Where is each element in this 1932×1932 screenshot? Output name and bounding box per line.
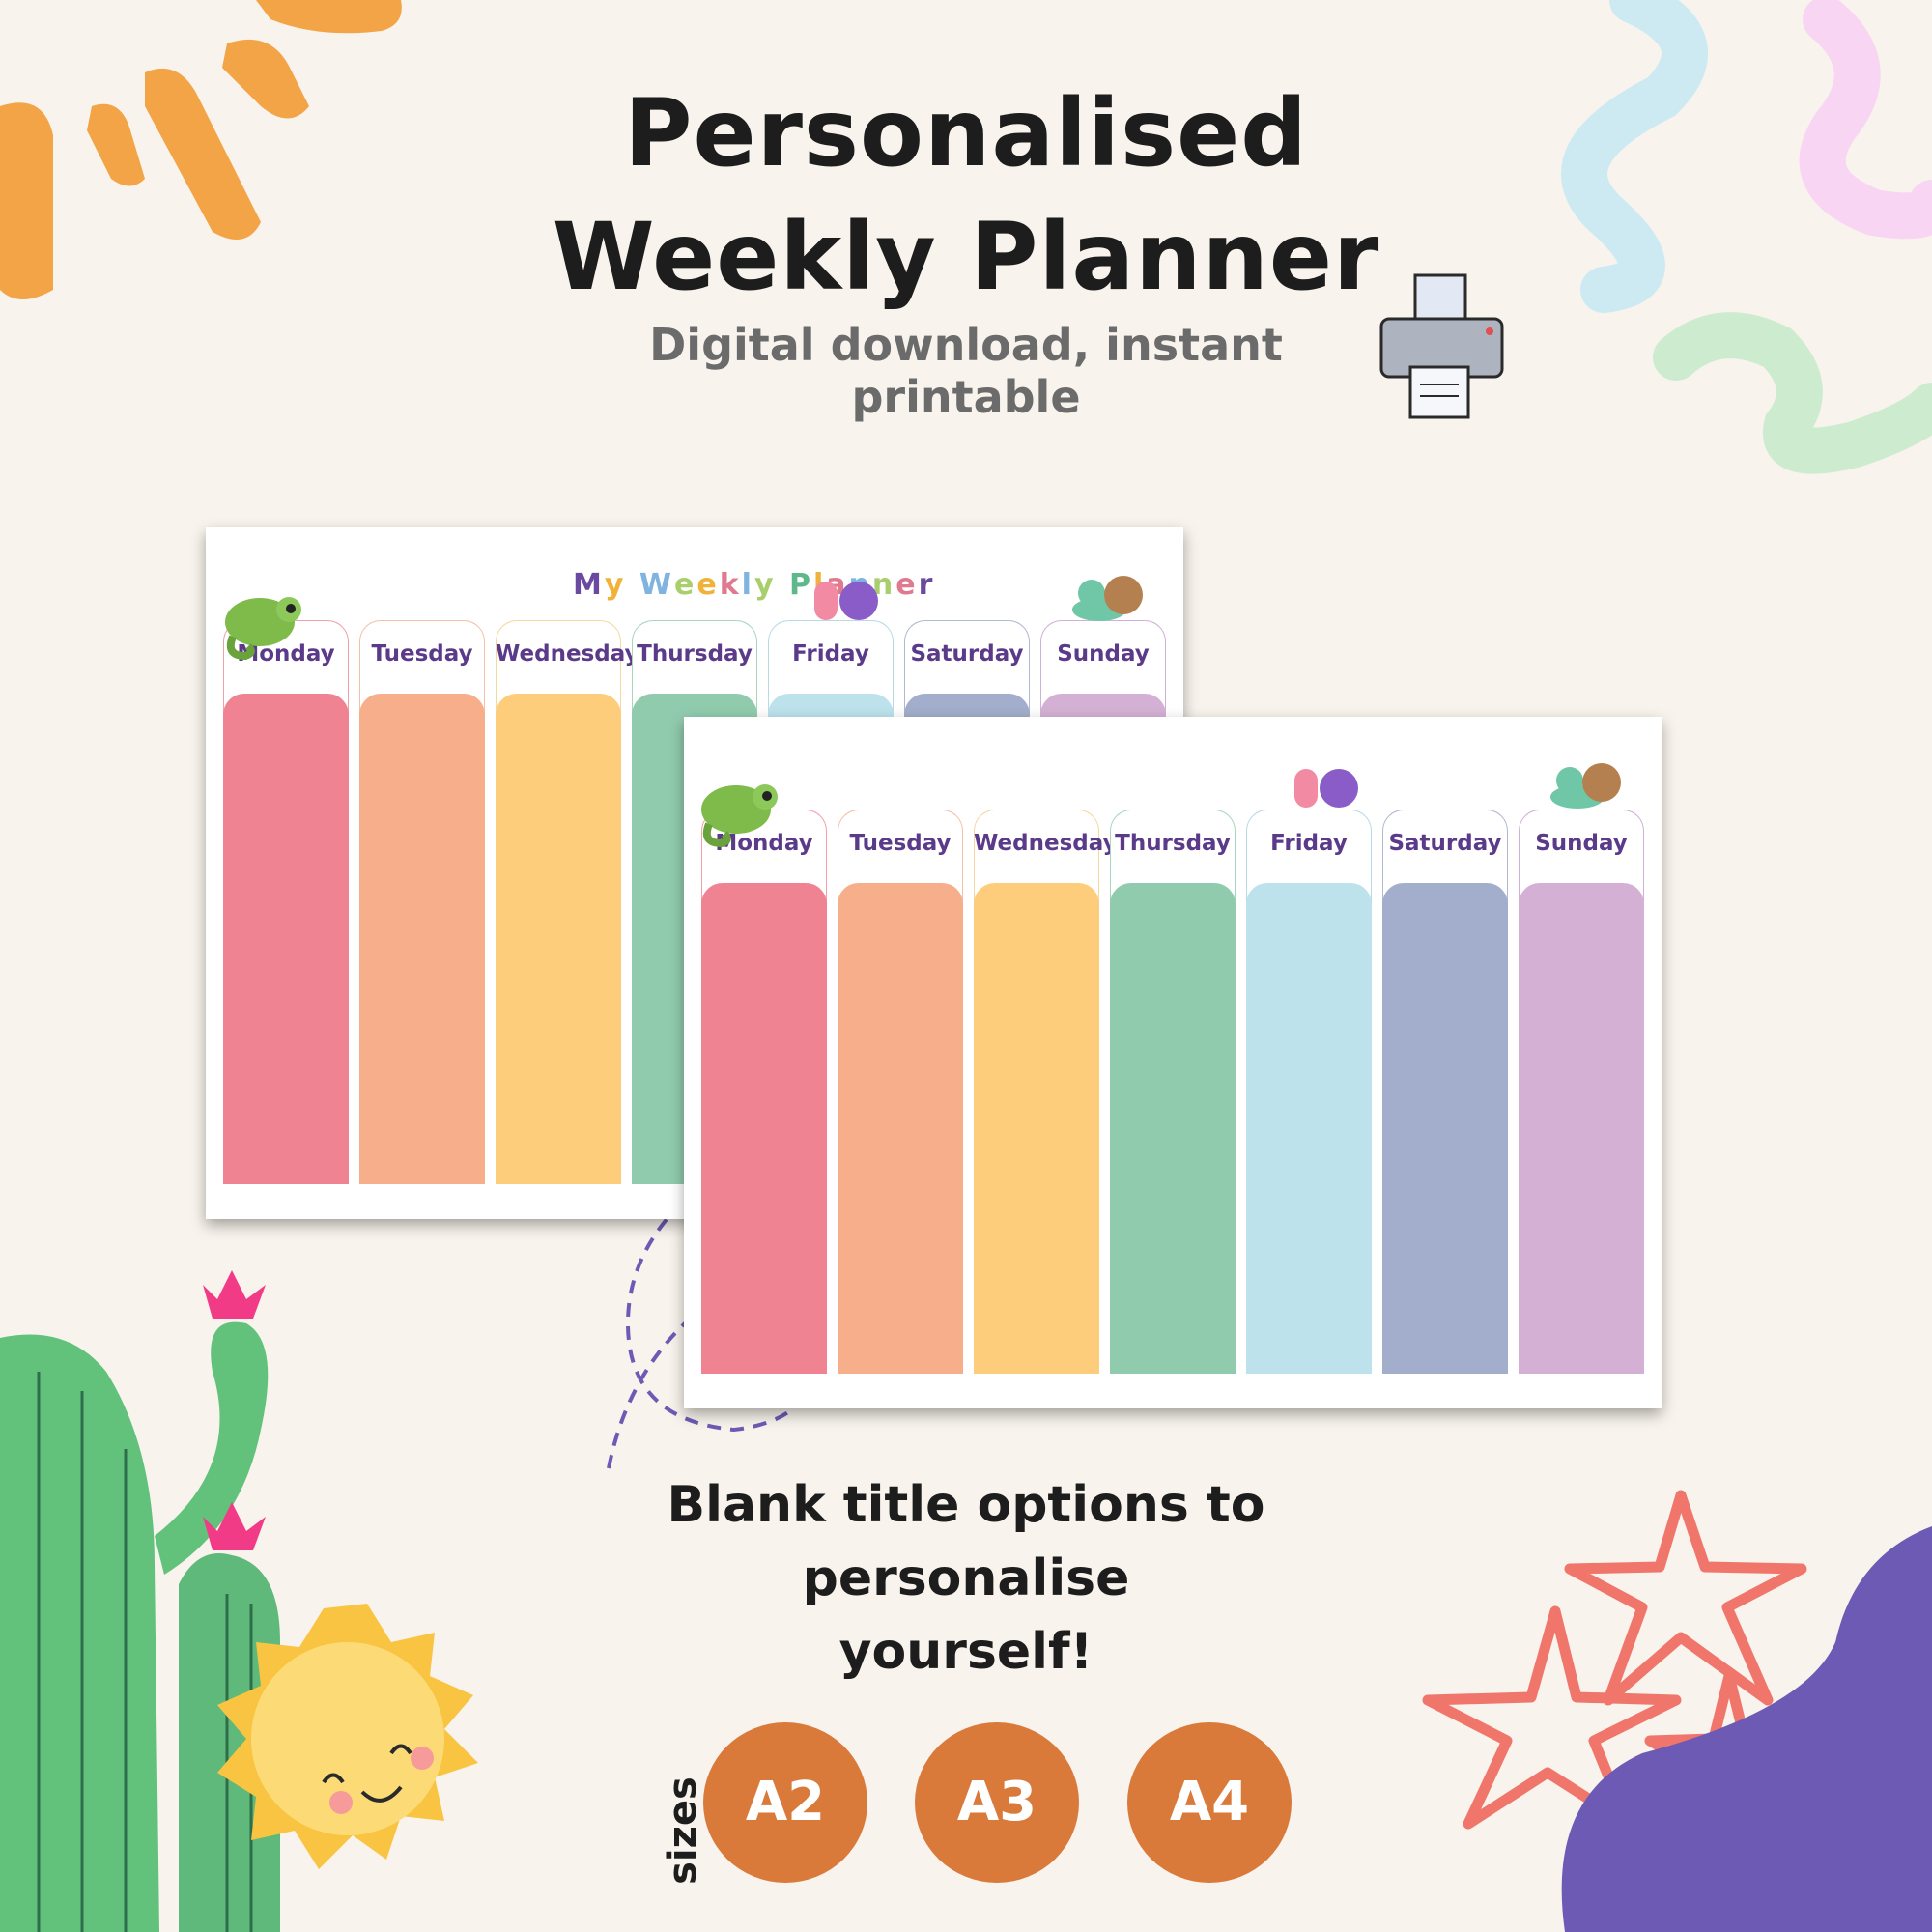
day-label: Thursday bbox=[1115, 831, 1231, 856]
planner-title-letter: n bbox=[871, 568, 895, 602]
planner-title-letter: e bbox=[673, 568, 696, 602]
caption-line2: yourself! bbox=[838, 1623, 1094, 1681]
sun-rays-decoration bbox=[0, 0, 402, 299]
page-title-line2: Weekly Planner bbox=[552, 203, 1380, 311]
size-badge-a4: A4 bbox=[1127, 1722, 1292, 1883]
day-label: Sunday bbox=[1535, 831, 1628, 856]
planner-title: My Weekly Planner bbox=[573, 568, 935, 602]
blue-squiggle-decoration bbox=[1561, 0, 1708, 313]
planner-preview-front: monodesignprintables MondayTuesdayWednes… bbox=[684, 717, 1662, 1408]
day-label: Tuesday bbox=[849, 831, 952, 856]
size-badge-a2: A2 bbox=[703, 1722, 867, 1883]
day-fill-area bbox=[359, 694, 485, 1184]
day-fill-area bbox=[1382, 883, 1508, 1374]
cactus-decoration bbox=[0, 1270, 280, 1932]
planner-title-letter: y bbox=[753, 568, 775, 602]
day-label: Wednesday bbox=[496, 641, 639, 667]
day-fill-area bbox=[1519, 883, 1644, 1374]
planner-title-letter: y bbox=[604, 568, 625, 602]
day-fill-area bbox=[1246, 883, 1372, 1374]
day-label: Sunday bbox=[1057, 641, 1150, 667]
chameleon-icon bbox=[225, 597, 301, 661]
planner-title-letter bbox=[777, 568, 787, 602]
planner-title-letter: M bbox=[573, 568, 603, 602]
day-label: Tuesday bbox=[371, 641, 473, 667]
planner-title-letter: P bbox=[788, 568, 811, 602]
day-label: Friday bbox=[792, 641, 869, 667]
planner-title-letter: e bbox=[696, 568, 718, 602]
caption-line1: Blank title options to personalise bbox=[667, 1476, 1265, 1607]
planner-title-letter: r bbox=[918, 568, 934, 602]
caption: Blank title options to personalise yours… bbox=[522, 1468, 1410, 1689]
day-label: Saturday bbox=[910, 641, 1024, 667]
pink-squiggle-decoration bbox=[1799, 0, 1932, 240]
pink-snail-icon bbox=[814, 582, 878, 620]
day-fill-area bbox=[701, 883, 827, 1374]
day-fill-area bbox=[496, 694, 621, 1184]
page-subtitle: Digital download, instant printable bbox=[649, 319, 1283, 423]
day-label: Saturday bbox=[1388, 831, 1502, 856]
day-fill-area bbox=[223, 694, 349, 1184]
day-label: Thursday bbox=[637, 641, 753, 667]
green-squiggle-decoration bbox=[1653, 312, 1932, 474]
day-fill-area bbox=[838, 883, 963, 1374]
day-fill-area bbox=[1110, 883, 1236, 1374]
chameleon-icon bbox=[701, 784, 778, 848]
planner-title-letter: e bbox=[895, 568, 917, 602]
day-fill-area bbox=[974, 883, 1099, 1374]
planner-title-letter: k bbox=[719, 568, 740, 602]
day-label: Wednesday bbox=[974, 831, 1118, 856]
smiling-sun-decoration bbox=[217, 1604, 478, 1869]
green-snail-icon bbox=[1550, 763, 1621, 809]
planner-title-letter: W bbox=[639, 568, 672, 602]
planner-title-letter bbox=[626, 568, 637, 602]
printer-icon bbox=[1379, 273, 1504, 419]
size-badge-a3: A3 bbox=[915, 1722, 1079, 1883]
sizes-label: sizes bbox=[661, 1776, 705, 1885]
dashed-arrow-decoration bbox=[607, 1143, 824, 1469]
pink-snail-icon bbox=[1294, 769, 1358, 808]
green-snail-icon bbox=[1072, 576, 1143, 621]
page-title-line1: Personalised bbox=[624, 79, 1308, 187]
purple-blob-decoration bbox=[1561, 1526, 1932, 1932]
day-label: Monday bbox=[715, 831, 813, 856]
planner-title-letter: l bbox=[741, 568, 753, 602]
day-label: Friday bbox=[1270, 831, 1348, 856]
